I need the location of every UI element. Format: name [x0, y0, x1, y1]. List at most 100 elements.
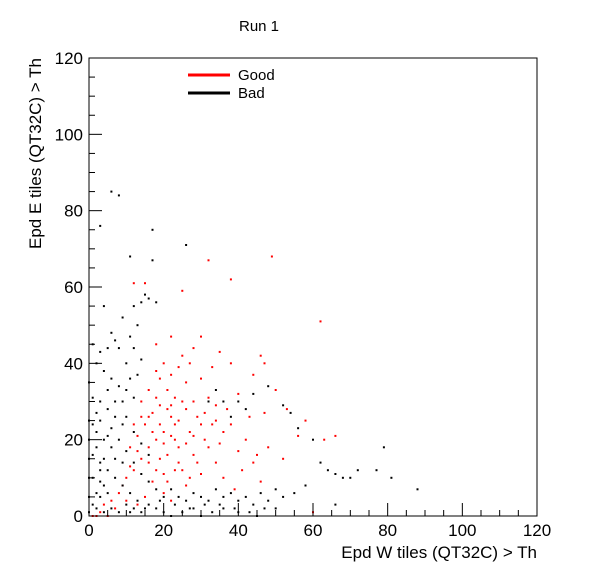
point-bad — [140, 358, 143, 361]
point-bad — [140, 301, 143, 304]
point-bad — [155, 488, 158, 491]
point-bad — [129, 335, 132, 338]
point-good — [140, 457, 143, 460]
point-good — [166, 389, 169, 391]
point-good — [200, 377, 202, 380]
point-good — [173, 396, 176, 399]
point-good — [170, 404, 173, 407]
point-good — [229, 423, 232, 426]
point-bad — [99, 350, 102, 353]
point-bad — [263, 507, 266, 510]
point-good — [226, 408, 229, 411]
point-bad — [110, 331, 113, 334]
point-good — [207, 396, 210, 399]
point-good — [200, 335, 202, 338]
point-good — [140, 400, 143, 403]
point-bad — [382, 446, 385, 449]
point-bad — [267, 499, 270, 502]
point-good — [170, 434, 173, 437]
point-bad — [177, 495, 180, 498]
point-bad — [304, 484, 307, 487]
point-bad — [144, 293, 146, 296]
point-good — [162, 362, 165, 365]
chart-title: Run 1 — [239, 18, 279, 35]
point-bad — [267, 385, 270, 388]
point-bad — [248, 511, 251, 514]
point-good — [147, 389, 150, 391]
y-axis-title: Epd E tiles (QT32C) > Th — [26, 58, 45, 249]
point-bad — [147, 503, 150, 506]
point-bad — [203, 503, 206, 506]
point-good — [151, 431, 154, 433]
point-bad — [147, 453, 150, 456]
point-bad — [99, 400, 102, 403]
point-bad — [200, 495, 202, 498]
point-good — [129, 446, 132, 449]
point-bad — [319, 461, 322, 464]
x-tick-label: 20 — [154, 521, 173, 540]
point-bad — [214, 488, 217, 491]
point-bad — [117, 511, 120, 514]
point-bad — [237, 400, 240, 403]
point-good — [192, 347, 195, 350]
point-bad — [110, 507, 113, 510]
y-tick-label: 20 — [64, 431, 83, 450]
point-bad — [121, 461, 124, 464]
point-bad — [192, 492, 195, 495]
point-good — [177, 446, 180, 449]
y-tick-label: 100 — [55, 125, 83, 144]
x-tick-label: 60 — [304, 521, 323, 540]
point-good — [155, 396, 158, 399]
point-good — [158, 457, 161, 460]
point-bad — [334, 473, 337, 475]
point-bad — [132, 347, 135, 350]
x-tick-label: 120 — [523, 521, 551, 540]
point-good — [114, 507, 117, 510]
point-bad — [155, 301, 158, 304]
point-bad — [211, 511, 214, 514]
point-good — [136, 503, 139, 506]
point-good — [274, 389, 277, 391]
point-bad — [207, 499, 210, 502]
point-bad — [117, 385, 120, 388]
point-bad — [151, 259, 154, 262]
point-good — [166, 480, 169, 483]
point-bad — [233, 507, 236, 510]
point-bad — [185, 244, 188, 246]
point-bad — [121, 484, 124, 487]
point-bad — [99, 419, 102, 422]
point-bad — [222, 495, 225, 498]
point-bad — [114, 476, 117, 479]
point-good — [200, 423, 202, 426]
point-good — [132, 423, 135, 426]
point-good — [147, 446, 150, 449]
point-good — [203, 411, 206, 414]
y-tick-label: 0 — [74, 507, 83, 526]
point-bad — [110, 446, 113, 449]
point-good — [173, 438, 176, 441]
point-good — [162, 492, 165, 495]
point-good — [196, 415, 199, 418]
point-bad — [121, 400, 124, 403]
point-bad — [121, 316, 124, 319]
point-good — [136, 450, 139, 453]
point-good — [188, 362, 191, 365]
point-bad — [375, 469, 378, 472]
point-good — [170, 415, 173, 418]
point-good — [237, 392, 240, 395]
point-good — [203, 438, 206, 441]
point-good — [155, 370, 158, 372]
point-bad — [185, 499, 188, 502]
point-bad — [274, 507, 277, 510]
point-good — [297, 434, 300, 437]
point-bad — [341, 476, 344, 479]
point-bad — [132, 305, 135, 308]
point-good — [229, 278, 232, 281]
point-good — [177, 366, 180, 369]
point-good — [241, 469, 244, 472]
point-good — [144, 282, 146, 285]
point-good — [244, 438, 247, 441]
point-good — [222, 431, 225, 433]
point-bad — [349, 476, 352, 479]
